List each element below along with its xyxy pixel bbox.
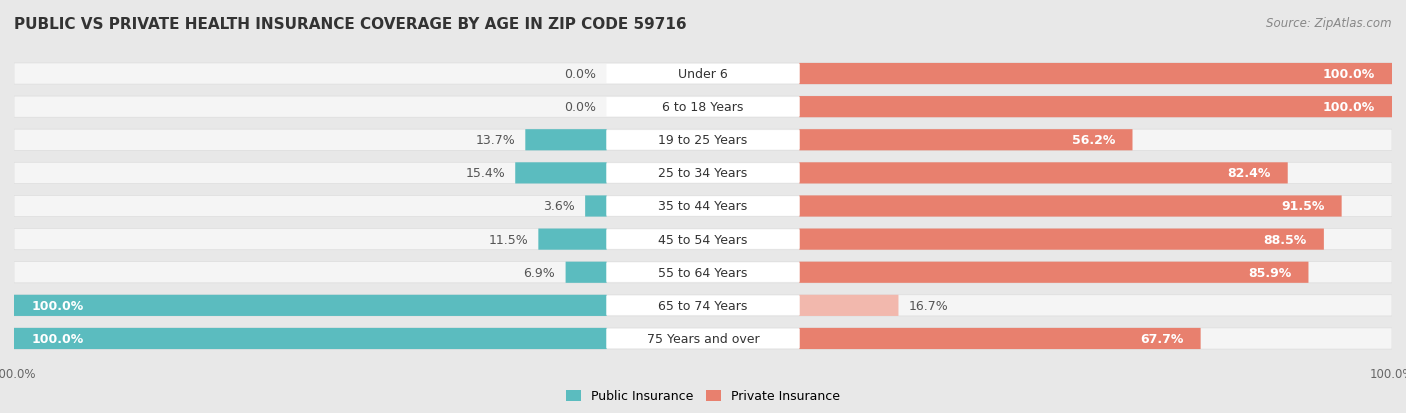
Text: 82.4%: 82.4% bbox=[1227, 167, 1271, 180]
FancyBboxPatch shape bbox=[606, 230, 800, 249]
Text: 3.6%: 3.6% bbox=[543, 200, 575, 213]
Text: 100.0%: 100.0% bbox=[1323, 68, 1375, 81]
Text: 100.0%: 100.0% bbox=[31, 332, 83, 345]
FancyBboxPatch shape bbox=[800, 328, 1201, 349]
FancyBboxPatch shape bbox=[14, 130, 1392, 151]
FancyBboxPatch shape bbox=[14, 328, 606, 349]
Text: 55 to 64 Years: 55 to 64 Years bbox=[658, 266, 748, 279]
FancyBboxPatch shape bbox=[800, 295, 898, 316]
FancyBboxPatch shape bbox=[606, 263, 800, 282]
Text: 75 Years and over: 75 Years and over bbox=[647, 332, 759, 345]
FancyBboxPatch shape bbox=[606, 197, 800, 216]
Text: 0.0%: 0.0% bbox=[564, 101, 596, 114]
Text: 16.7%: 16.7% bbox=[908, 299, 949, 312]
Text: 56.2%: 56.2% bbox=[1071, 134, 1115, 147]
Text: 91.5%: 91.5% bbox=[1281, 200, 1324, 213]
Text: 88.5%: 88.5% bbox=[1264, 233, 1306, 246]
FancyBboxPatch shape bbox=[14, 328, 1392, 349]
FancyBboxPatch shape bbox=[14, 163, 1392, 184]
FancyBboxPatch shape bbox=[606, 164, 800, 183]
Text: 35 to 44 Years: 35 to 44 Years bbox=[658, 200, 748, 213]
FancyBboxPatch shape bbox=[14, 262, 1392, 283]
FancyBboxPatch shape bbox=[14, 229, 1392, 250]
FancyBboxPatch shape bbox=[800, 130, 1132, 151]
FancyBboxPatch shape bbox=[14, 295, 606, 316]
FancyBboxPatch shape bbox=[800, 163, 1288, 184]
FancyBboxPatch shape bbox=[515, 163, 606, 184]
Text: PUBLIC VS PRIVATE HEALTH INSURANCE COVERAGE BY AGE IN ZIP CODE 59716: PUBLIC VS PRIVATE HEALTH INSURANCE COVER… bbox=[14, 17, 686, 31]
FancyBboxPatch shape bbox=[800, 196, 1341, 217]
Text: 6 to 18 Years: 6 to 18 Years bbox=[662, 101, 744, 114]
Text: 13.7%: 13.7% bbox=[475, 134, 515, 147]
Text: 65 to 74 Years: 65 to 74 Years bbox=[658, 299, 748, 312]
Text: 19 to 25 Years: 19 to 25 Years bbox=[658, 134, 748, 147]
FancyBboxPatch shape bbox=[14, 97, 1392, 118]
FancyBboxPatch shape bbox=[606, 131, 800, 150]
Legend: Public Insurance, Private Insurance: Public Insurance, Private Insurance bbox=[561, 385, 845, 408]
Text: 6.9%: 6.9% bbox=[523, 266, 555, 279]
FancyBboxPatch shape bbox=[538, 229, 606, 250]
Text: 25 to 34 Years: 25 to 34 Years bbox=[658, 167, 748, 180]
Text: 100.0%: 100.0% bbox=[1323, 101, 1375, 114]
Text: 100.0%: 100.0% bbox=[31, 299, 83, 312]
FancyBboxPatch shape bbox=[800, 262, 1309, 283]
Text: 85.9%: 85.9% bbox=[1249, 266, 1291, 279]
FancyBboxPatch shape bbox=[606, 329, 800, 348]
FancyBboxPatch shape bbox=[606, 296, 800, 315]
FancyBboxPatch shape bbox=[14, 295, 1392, 316]
FancyBboxPatch shape bbox=[800, 229, 1324, 250]
FancyBboxPatch shape bbox=[800, 64, 1392, 85]
Text: 0.0%: 0.0% bbox=[564, 68, 596, 81]
FancyBboxPatch shape bbox=[565, 262, 606, 283]
Text: 45 to 54 Years: 45 to 54 Years bbox=[658, 233, 748, 246]
FancyBboxPatch shape bbox=[606, 98, 800, 117]
FancyBboxPatch shape bbox=[526, 130, 606, 151]
FancyBboxPatch shape bbox=[14, 64, 1392, 85]
FancyBboxPatch shape bbox=[606, 65, 800, 84]
Text: 67.7%: 67.7% bbox=[1140, 332, 1184, 345]
FancyBboxPatch shape bbox=[585, 196, 606, 217]
FancyBboxPatch shape bbox=[14, 196, 1392, 217]
FancyBboxPatch shape bbox=[800, 97, 1392, 118]
Text: Under 6: Under 6 bbox=[678, 68, 728, 81]
Text: 15.4%: 15.4% bbox=[465, 167, 505, 180]
Text: 11.5%: 11.5% bbox=[488, 233, 529, 246]
Text: Source: ZipAtlas.com: Source: ZipAtlas.com bbox=[1267, 17, 1392, 29]
